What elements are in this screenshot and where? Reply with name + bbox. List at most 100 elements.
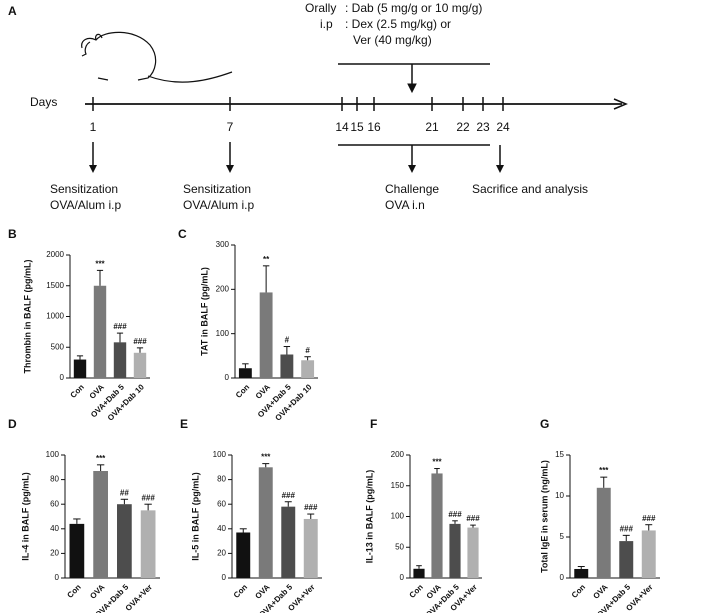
day-label: 22 (456, 120, 470, 134)
y-tick-label: 1500 (46, 281, 64, 290)
significance: *** (599, 466, 609, 475)
y-tick-label: 15 (555, 450, 564, 459)
arrow-head (89, 165, 97, 173)
y-tick-label: 300 (216, 240, 230, 249)
treatment: Ver (40 mg/kg) (353, 33, 432, 47)
x-tick-label: Con (65, 582, 82, 599)
bar (413, 568, 425, 578)
significance: *** (95, 259, 105, 268)
bar (280, 354, 294, 378)
panel-a (81, 31, 628, 146)
significance: ### (620, 524, 634, 533)
significance: ### (282, 491, 296, 500)
bar (93, 470, 108, 578)
x-tick-label: OVA (254, 382, 272, 400)
y-tick-label: 0 (225, 373, 230, 382)
bar (574, 568, 589, 578)
bar (133, 352, 147, 378)
timeline-head (613, 98, 628, 110)
event: Challenge (385, 182, 439, 196)
event: Sensitization (183, 182, 251, 196)
x-tick-label: Con (234, 382, 251, 399)
significance: *** (432, 458, 442, 467)
bar (619, 541, 634, 578)
panel-label: G (540, 417, 549, 431)
arrow-head (496, 165, 504, 173)
x-tick-label: OVA (88, 582, 106, 600)
y-tick-label: 200 (216, 284, 230, 293)
panel-label: F (370, 417, 377, 431)
y-tick-label: 100 (216, 329, 230, 338)
y-tick-label: 0 (55, 573, 60, 582)
bar (140, 510, 156, 578)
bar (641, 530, 656, 578)
bar (449, 523, 461, 578)
mouse (81, 31, 233, 83)
significance: ### (466, 514, 480, 523)
y-tick-label: 0 (560, 573, 565, 582)
x-tick-label: Con (232, 582, 249, 599)
bar (238, 368, 252, 378)
y-axis-label: TAT in BALF (pg/mL) (199, 267, 209, 356)
event: Sensitization (50, 182, 118, 196)
x-tick-label: OVA (591, 582, 609, 600)
day-label: 21 (425, 120, 439, 134)
significance: ## (120, 488, 129, 497)
y-tick-label: 20 (50, 549, 59, 558)
x-tick-label: Con (570, 582, 587, 599)
x-tick-label: OVA (253, 582, 271, 600)
significance: # (285, 336, 290, 345)
panel-label: D (8, 417, 17, 431)
bar (73, 359, 87, 378)
y-tick-label: 150 (391, 481, 405, 490)
route: Orally (305, 1, 336, 15)
treatment: : Dex (2.5 mg/kg) or (345, 17, 451, 31)
y-tick-label: 40 (217, 524, 226, 533)
event: OVA i.n (385, 198, 425, 212)
y-tick-label: 100 (213, 450, 227, 459)
significance: ### (141, 493, 155, 502)
bar (431, 473, 443, 578)
panel-label: E (180, 417, 188, 431)
day-label: 15 (350, 120, 364, 134)
bar (236, 532, 251, 578)
treatment: : Dab (5 mg/g or 10 mg/g) (345, 1, 482, 15)
y-tick-label: 2000 (46, 250, 64, 259)
significance: ** (263, 255, 270, 264)
significance: *** (261, 453, 271, 462)
y-tick-label: 20 (217, 549, 226, 558)
day-label: 14 (335, 120, 349, 134)
event: OVA/Alum i.p (50, 198, 121, 212)
bar (596, 487, 611, 578)
bar (93, 285, 107, 378)
y-tick-label: 0 (400, 573, 405, 582)
x-tick-label: Con (69, 382, 86, 399)
y-tick-label: 80 (217, 475, 226, 484)
panel-label: B (8, 227, 17, 241)
bar (301, 360, 315, 378)
bar (258, 467, 273, 578)
y-tick-label: 100 (391, 512, 405, 521)
y-tick-label: 80 (50, 475, 59, 484)
y-axis-label: IL-5 in BALF (pg/mL) (190, 472, 200, 560)
significance: *** (96, 454, 106, 463)
bar (113, 342, 127, 378)
significance: ### (642, 514, 656, 523)
y-tick-label: 60 (217, 499, 226, 508)
x-tick-label: Con (408, 582, 425, 599)
y-tick-label: 200 (391, 450, 405, 459)
significance: ### (448, 510, 462, 519)
y-tick-label: 100 (46, 450, 60, 459)
bar (467, 527, 479, 578)
bar (281, 506, 296, 578)
y-tick-label: 5 (560, 532, 565, 541)
route: i.p (320, 17, 333, 31)
y-tick-label: 0 (60, 373, 65, 382)
arrow-head (408, 165, 416, 173)
event: OVA/Alum i.p (183, 198, 254, 212)
significance: # (305, 346, 310, 355)
bar (117, 504, 132, 578)
panel-label: C (178, 227, 187, 241)
significance: ### (113, 322, 127, 331)
